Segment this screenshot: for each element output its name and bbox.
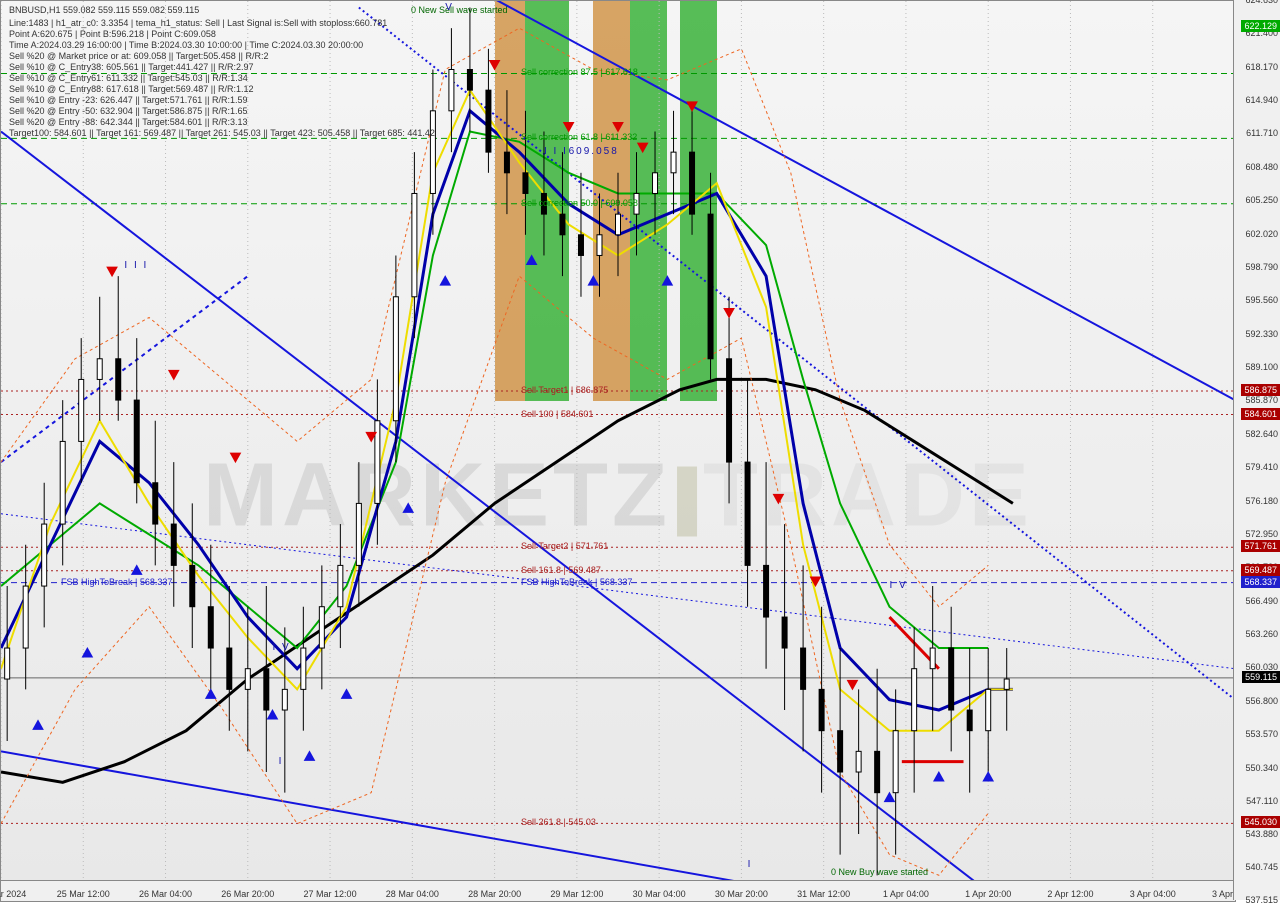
x-axis-tick: 24 Mar 2024 <box>0 889 26 899</box>
price-tag: 568.337 <box>1241 576 1280 588</box>
x-axis-tick: 1 Apr 20:00 <box>965 889 1011 899</box>
hline-label: Sell 161.8 | 569.487 <box>521 565 601 575</box>
buy-wave-alert: 0 New Buy wave started <box>831 867 928 877</box>
x-axis: 24 Mar 2024 25 Mar 12:00 26 Mar 04:00 26 Ma… <box>1 880 1235 901</box>
y-axis-tick: 566.490 <box>1245 596 1278 606</box>
fsb-label: FSB HighToBreak | 568.337 <box>61 577 172 587</box>
y-axis: 624.630621.400618.170614.940611.710608.4… <box>1233 0 1280 900</box>
price-tag: 545.030 <box>1241 816 1280 828</box>
info-line: Point A:620.675 | Point B:596.218 | Poin… <box>9 29 216 39</box>
x-axis-tick: 30 Mar 20:00 <box>715 889 768 899</box>
x-axis-tick: 1 Apr 04:00 <box>883 889 929 899</box>
wave-label: I I I <box>124 260 148 271</box>
hline-label: Sell 261.8 | 545.03 <box>521 817 596 827</box>
info-line: Target100: 584.601 || Target 161: 569.48… <box>9 128 435 138</box>
info-line: Sell %10 @ C_Entry61: 611.332 || Target:… <box>9 73 248 83</box>
y-axis-tick: 537.515 <box>1245 895 1278 905</box>
y-axis-tick: 540.745 <box>1245 862 1278 872</box>
wave-label: V <box>445 2 454 13</box>
y-axis-tick: 602.020 <box>1245 229 1278 239</box>
info-line: Sell %20 @ Entry -50: 632.904 || Target:… <box>9 106 247 116</box>
x-axis-tick: 25 Mar 12:00 <box>57 889 110 899</box>
x-axis-tick: 28 Mar 04:00 <box>386 889 439 899</box>
info-line: Sell %10 @ C_Entry38: 605.561 || Target:… <box>9 62 253 72</box>
y-axis-tick: 563.260 <box>1245 629 1278 639</box>
y-axis-tick: 556.800 <box>1245 696 1278 706</box>
wave-label: I V <box>272 642 290 653</box>
wave-alert: 0 New Sell wave started <box>411 5 508 15</box>
hline-label: FSB HighToBreak | 568.337 <box>521 577 632 587</box>
price-tag: 586.875 <box>1241 384 1280 396</box>
y-axis-tick: 592.330 <box>1245 329 1278 339</box>
hline-label: Sell correction 87.5 | 617.618 <box>521 67 638 77</box>
price-tag: 569.487 <box>1241 564 1280 576</box>
wave-label: 609.058 <box>569 146 619 157</box>
price-tag: 559.115 <box>1242 671 1280 683</box>
y-axis-tick: 585.870 <box>1245 395 1278 405</box>
price-tag: 571.761 <box>1241 540 1280 552</box>
info-line: Sell %20 @ Market price or at: 609.058 |… <box>9 51 268 61</box>
chart-symbol-title: BNBUSD,H1 559.082 559.115 559.082 559.11… <box>9 5 199 15</box>
y-axis-tick: 553.570 <box>1245 729 1278 739</box>
x-axis-tick: 29 Mar 12:00 <box>550 889 603 899</box>
y-axis-tick: 579.410 <box>1245 462 1278 472</box>
y-axis-tick: 550.340 <box>1245 763 1278 773</box>
x-axis-tick: 27 Mar 12:00 <box>304 889 357 899</box>
info-line: Time A:2024.03.29 16:00:00 | Time B:2024… <box>9 40 363 50</box>
hline-label: Sell Target1 | 586.875 <box>521 385 608 395</box>
x-axis-tick: 31 Mar 12:00 <box>797 889 850 899</box>
hline-label: Sell 100 | 584.601 <box>521 409 593 419</box>
hline-label: Sell Target2 | 571.761 <box>521 541 608 551</box>
x-axis-tick: 28 Mar 20:00 <box>468 889 521 899</box>
wave-label: I <box>748 859 753 870</box>
y-axis-tick: 576.180 <box>1245 496 1278 506</box>
wave-label: I V <box>889 580 907 591</box>
info-line: Sell %10 @ Entry -23: 626.447 || Target:… <box>9 95 247 105</box>
x-axis-tick: 26 Mar 20:00 <box>221 889 274 899</box>
y-axis-tick: 595.560 <box>1245 295 1278 305</box>
price-tag: 584.601 <box>1241 408 1280 420</box>
hline-label: Sell correction 50.0 | 609.058 <box>521 198 638 208</box>
y-axis-tick: 582.640 <box>1245 429 1278 439</box>
info-line: Sell %20 @ Entry -88: 642.344 || Target:… <box>9 117 247 127</box>
hline-label: Sell correction 61.8 | 611.332 <box>521 132 637 142</box>
y-axis-tick: 572.950 <box>1245 529 1278 539</box>
y-axis-tick: 598.790 <box>1245 262 1278 272</box>
y-axis-tick: 608.480 <box>1245 162 1278 172</box>
x-axis-tick: 26 Mar 04:00 <box>139 889 192 899</box>
y-axis-tick: 543.880 <box>1245 829 1278 839</box>
x-axis-tick: 30 Mar 04:00 <box>633 889 686 899</box>
x-axis-tick: 3 Apr 04:00 <box>1130 889 1176 899</box>
price-tag: 622.129 <box>1241 20 1280 32</box>
watermark: MARKETZTRADE <box>203 445 1033 548</box>
y-axis-tick: 605.250 <box>1245 195 1278 205</box>
time-zone <box>680 1 717 401</box>
y-axis-tick: 624.630 <box>1245 0 1278 5</box>
y-axis-tick: 611.710 <box>1246 128 1278 138</box>
chart-area[interactable]: MARKETZTRADE BNBUSD,H1 559.082 559.115 5… <box>0 0 1236 902</box>
y-axis-tick: 589.100 <box>1245 362 1278 372</box>
x-axis-tick: 2 Apr 12:00 <box>1047 889 1093 899</box>
y-axis-tick: 547.110 <box>1246 796 1278 806</box>
y-axis-tick: 614.940 <box>1245 95 1278 105</box>
info-line: Line:1483 | h1_atr_c0: 3.3354 | tema_h1_… <box>9 18 387 28</box>
wave-label: I I I <box>544 146 568 157</box>
info-line: Sell %10 @ C_Entry88: 617.618 || Target:… <box>9 84 253 94</box>
wave-label: I <box>279 756 284 767</box>
y-axis-tick: 618.170 <box>1245 62 1278 72</box>
